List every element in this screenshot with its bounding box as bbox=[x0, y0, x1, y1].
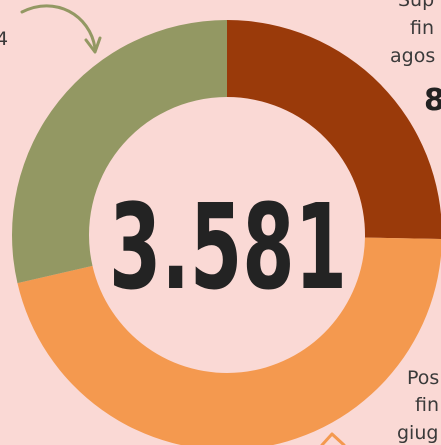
donut-slice bbox=[11, 20, 228, 284]
annotation-text: fin bbox=[415, 394, 439, 416]
annotation-text: giug bbox=[397, 422, 438, 444]
annotation-text: Sup bbox=[398, 0, 434, 11]
annotation-text: 4 bbox=[0, 28, 8, 50]
annotation-value: 8 bbox=[424, 83, 441, 118]
arrow bbox=[20, 4, 97, 50]
donut bbox=[11, 20, 441, 445]
annotation-text: fin bbox=[410, 17, 434, 39]
annotation-text: agos bbox=[390, 45, 435, 67]
donut-slice bbox=[227, 20, 441, 240]
arrow-head bbox=[320, 432, 346, 445]
donut-slice bbox=[17, 237, 441, 445]
center-label: 3.581 bbox=[109, 178, 347, 316]
arrow-head bbox=[84, 36, 102, 54]
annotation-text: Pos bbox=[407, 367, 439, 389]
